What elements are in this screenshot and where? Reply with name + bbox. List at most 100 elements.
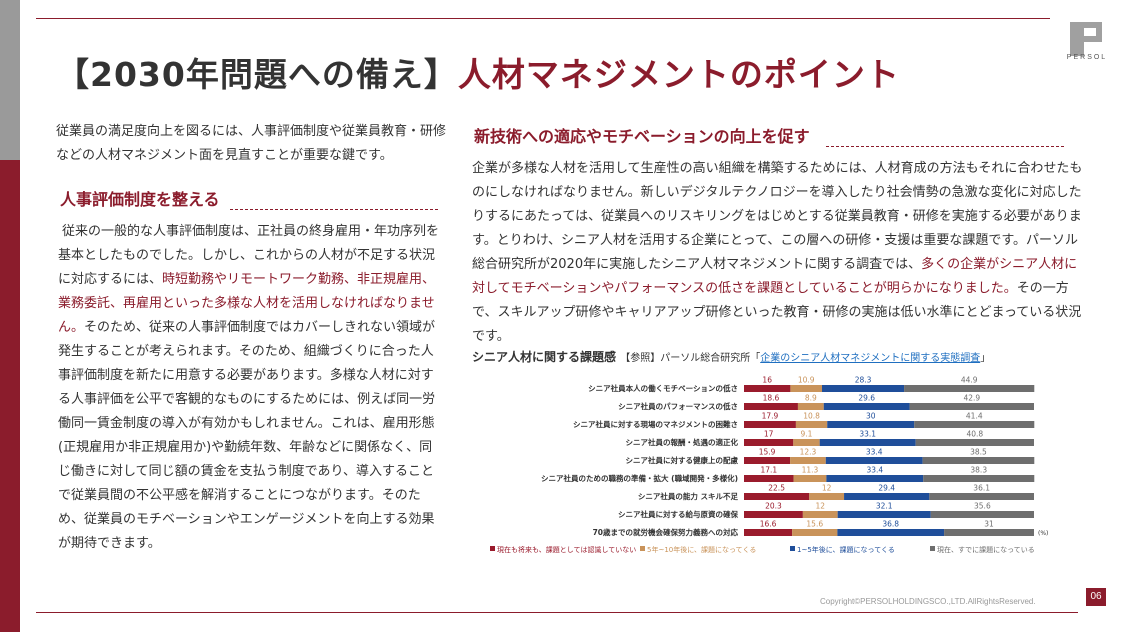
data-label: 28.3 <box>855 376 872 385</box>
bar-segment <box>744 421 796 428</box>
chart-title: シニア人材に関する課題感 【参照】パーソル総合研究所「企業のシニア人材マネジメン… <box>472 348 990 365</box>
bar-segment <box>837 511 931 518</box>
page-title-prefix: 【2030年問題への備え】 <box>56 55 458 94</box>
data-label: 9.1 <box>801 430 813 439</box>
data-label: 10.9 <box>798 376 815 385</box>
data-label: 12 <box>815 502 825 511</box>
right-heading-dashed-rule <box>826 146 1064 147</box>
category-label: シニア社員に対する健康上の配慮 <box>626 455 739 465</box>
bar-segment <box>930 511 1034 518</box>
data-label: 32.1 <box>876 502 893 511</box>
top-rule <box>36 18 1050 19</box>
category-label: シニア社員に対する給与原資の確保 <box>618 509 738 519</box>
bar-segment <box>793 439 820 446</box>
data-label: 10.8 <box>803 412 820 421</box>
bar-segment <box>844 493 930 500</box>
bar-segment <box>744 511 803 518</box>
bar-segment <box>792 529 838 536</box>
bar-segment <box>823 403 910 410</box>
left-body-highlight: 時短勤務やリモートワーク勤務、非正規雇用、業務委託、再雇用といった多様な人材を活… <box>58 272 436 335</box>
right-section-body: 企業が多様な人材を活用して生産性の高い組織を構築するためには、人材育成の方法もそ… <box>472 157 1090 349</box>
bar-segment <box>826 475 924 482</box>
accent-bar-red <box>0 160 20 632</box>
bar-segment <box>922 457 1035 464</box>
data-label: 40.8 <box>966 430 983 439</box>
intro-text: 従業員の満足度向上を図るには、人事評価制度や従業員教育・研修などの人材マネジメン… <box>56 124 447 163</box>
data-label: 33.4 <box>866 448 883 457</box>
bar-segment <box>797 403 824 410</box>
bar-segment <box>837 529 945 536</box>
data-label: 36.1 <box>973 484 990 493</box>
data-label: 30 <box>866 412 876 421</box>
bottom-rule <box>36 612 1078 613</box>
page-title: 【2030年問題への備え】人材マネジメントのポイント <box>56 48 900 96</box>
data-label: 42.9 <box>963 394 980 403</box>
data-label: 31 <box>984 520 994 529</box>
category-label: シニア社員の報酬・処遇の適正化 <box>626 437 739 447</box>
bar-segment <box>819 439 916 446</box>
data-label: 12 <box>822 484 832 493</box>
bar-segment <box>795 421 828 428</box>
persol-logo-icon <box>1070 22 1102 56</box>
category-label: シニア社員の能力 スキル不足 <box>638 491 739 501</box>
bar-segment <box>790 385 823 392</box>
bar-segment <box>914 421 1035 428</box>
data-label: 33.4 <box>866 466 883 475</box>
legend-label: 5年~10年後に、課題になってくる <box>647 545 756 554</box>
left-heading-dashed-rule <box>230 209 438 210</box>
data-label: 16.6 <box>760 520 777 529</box>
accent-bar-gray <box>0 0 20 160</box>
data-label: 17.1 <box>760 466 777 475</box>
data-label: 20.3 <box>765 502 782 511</box>
data-label: 15.6 <box>806 520 823 529</box>
bar-segment <box>809 493 845 500</box>
bar-segment <box>744 439 794 446</box>
bar-segment <box>744 403 798 410</box>
left-section-body: 従来の一般的な人事評価制度は、正社員の終身雇用・年功序列を基本としたものでした。… <box>58 220 442 556</box>
copyright-text: Copyright©PERSOLHOLDINGSCO.,LTD.AllRight… <box>820 597 1036 606</box>
data-label: 12.3 <box>800 448 817 457</box>
right-body-part1: 企業が多様な人材を活用して生産性の高い組織を構築するためには、人材育成の方法もそ… <box>472 161 1083 272</box>
left-body-part2: そのため、従来の人事評価制度ではカバーしきれない領域が発生することが考えられます… <box>58 320 436 551</box>
data-label: 41.4 <box>966 412 983 421</box>
data-label: 44.9 <box>961 376 978 385</box>
data-label: 33.1 <box>859 430 876 439</box>
data-label: 29.6 <box>858 394 875 403</box>
data-label: 18.6 <box>763 394 780 403</box>
data-label: 15.9 <box>759 448 776 457</box>
bar-segment <box>827 421 915 428</box>
legend-swatch <box>930 546 935 551</box>
bar-segment <box>802 511 838 518</box>
data-label: 16 <box>762 376 772 385</box>
bar-segment <box>790 457 826 464</box>
bar-segment <box>793 475 827 482</box>
bar-segment <box>944 529 1034 536</box>
bar-segment <box>929 493 1034 500</box>
bar-segment <box>909 403 1034 410</box>
logo-text: PERSOL <box>1066 54 1108 61</box>
bar-segment <box>744 475 794 482</box>
category-label: シニア社員本人の働くモチベーションの低さ <box>588 383 738 393</box>
bar-segment <box>923 475 1035 482</box>
data-label: 36.8 <box>882 520 899 529</box>
data-label: 17 <box>764 430 774 439</box>
data-label: 38.5 <box>970 448 987 457</box>
data-label: 22.5 <box>768 484 785 493</box>
bar-segment <box>744 529 793 536</box>
bar-segment <box>744 385 791 392</box>
category-label: シニア社員のパフォーマンスの低さ <box>618 401 738 411</box>
survey-link[interactable]: 企業のシニア人材マネジメントに関する実態調査 <box>760 353 981 364</box>
right-body-highlight: 多くの企業がシニア人材に対してモチベーションやパフォーマンスの低さを課題としてい… <box>472 257 1078 296</box>
bar-segment <box>744 493 810 500</box>
category-label: 70歳までの就労機会確保努力義務への対応 <box>593 527 739 537</box>
legend-swatch <box>640 546 645 551</box>
bar-segment <box>904 385 1035 392</box>
chart-title-main: シニア人材に関する課題感 <box>472 350 617 364</box>
page-title-main: 人材マネジメントのポイント <box>457 55 900 94</box>
page-number: 06 <box>1086 588 1106 606</box>
bar-segment <box>822 385 905 392</box>
bar-segment <box>915 439 1034 446</box>
legend-label: 1~5年後に、課題になってくる <box>797 545 895 554</box>
bar-segment <box>825 457 923 464</box>
data-label: 11.3 <box>802 466 819 475</box>
